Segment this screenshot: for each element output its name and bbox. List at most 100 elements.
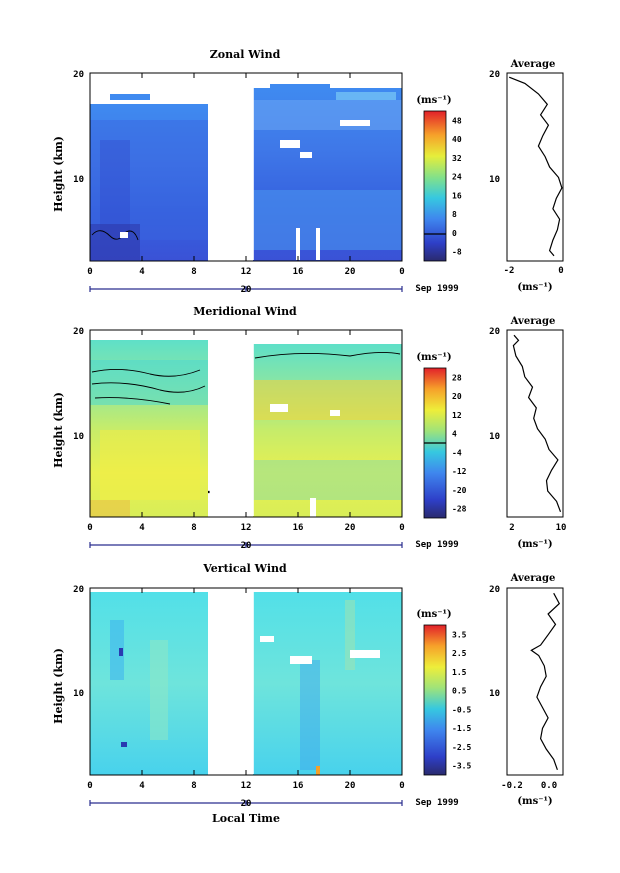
zonal-contour-line [91,230,139,241]
zonal-colorbar-tick-label: 8 [452,210,457,219]
vertical-missing-cell [260,636,274,642]
zonal-xtick-label: 8 [191,267,196,277]
zonal-data-gap [209,74,254,260]
zonal-missing-cell [316,228,320,260]
vertical-avg-xlabel: (ms⁻¹) [517,796,552,807]
vertical-colorbar-tick-label: 1.5 [452,668,467,677]
zonal-title: Zonal Wind [210,48,281,61]
zonal-avg-xtick-label: 0 [558,266,563,276]
zonal-ylabel: Height (km) [52,136,65,212]
zonal-date-axis-ends [89,286,403,292]
meridional-colorbar: (ms⁻¹) 28 20 12 4 -4 -12 -20 -28 [416,352,467,519]
zonal-xaxis: 0 4 8 12 16 20 0 20 Sep 1999 [87,73,459,295]
zonal-colorbar-ticks: 48 40 32 24 16 8 0 -8 [452,116,462,256]
meridional-colorbar-ticks: 28 20 12 4 -4 -12 -20 -28 [452,373,467,513]
zonal-field [90,74,402,261]
meridional-avg-ytick-label: 10 [489,432,500,442]
vertical-avg-ytick-label: 20 [489,585,500,595]
meridional-date-label: Sep 1999 [415,540,458,550]
vertical-panel: Vertical Wind Height (km) 20 10 0 4 8 12 16 2… [52,562,564,825]
zonal-avg-ytick-label: 20 [489,70,500,80]
zonal-ytick-label: 20 [73,70,84,80]
vertical-xtick-label: 0 [87,781,92,791]
vertical-colorbar-ramp [423,624,447,776]
meridional-contour-line [91,369,201,377]
vertical-xtick-label: 4 [139,781,145,791]
vertical-field-downdraft [119,648,123,656]
meridional-colorbar-tick-label: -28 [452,505,467,514]
meridional-colorbar-tick-label: -20 [452,486,467,495]
meridional-colorbar-tick-label: 20 [452,392,462,401]
zonal-average: Average 20 10 -2 0 (ms⁻¹) [489,59,564,293]
vertical-colorbar-tick-label: 3.5 [452,630,467,639]
vertical-colorbar-ticks: 3.5 2.5 1.5 0.5 -0.5 -1.5 -2.5 -3.5 [452,630,471,770]
zonal-avg-ytick-label: 10 [489,175,500,185]
meridional-contour-line [254,351,401,359]
zonal-avg-profile-line [508,76,563,257]
zonal-date-label: Sep 1999 [415,284,458,294]
zonal-missing-cell [280,140,300,148]
zonal-avg-frame [506,72,564,262]
meridional-missing-cell [270,404,288,412]
meridional-xtick-label: 0 [399,523,404,533]
vertical-colorbar-tick-label: 2.5 [452,649,467,658]
vertical-xaxis: 0 4 8 12 16 20 0 20 Sep 1999 [87,588,459,809]
vertical-colorbar-tick-label: -3.5 [452,762,471,771]
meridional-avg-title: Average [510,316,556,327]
zonal-xtick-label: 20 [345,267,356,277]
vertical-avg-title: Average [510,573,556,584]
meridional-missing-cell [310,498,316,517]
meridional-contour-line [94,397,171,405]
vertical-colorbar-tick-label: -1.5 [452,724,471,733]
zonal-xtick-label: 12 [241,267,252,277]
zonal-field-lower [253,190,402,250]
meridional-xtick-label: 12 [241,523,252,533]
vertical-field-streak [110,620,124,680]
zonal-colorbar: (ms⁻¹) 48 40 32 24 16 8 0 -8 [416,95,462,262]
zonal-field-upper [253,100,402,130]
meridional-missing-cell [330,410,340,416]
meridional-colorbar-tick-label: -4 [452,448,462,457]
zonal-colorbar-tick-label: 32 [452,154,462,163]
vertical-colorbar: (ms⁻¹) 3.5 2.5 1.5 0.5 -0.5 -1.5 -2.5 -3.5 [416,609,471,776]
zonal-field-jet [100,140,130,240]
meridional-title: Meridional Wind [193,305,297,318]
meridional-ylabel: Height (km) [52,392,65,468]
vertical-colorbar-tick-label: 0.5 [452,687,467,696]
vertical-ylabel: Height (km) [52,648,65,724]
zonal-missing-cell [120,232,128,238]
meridional-ytick-label: 20 [73,327,84,337]
vertical-colorbar-tick-label: -0.5 [452,705,471,714]
vertical-avg-frame [506,587,564,776]
meridional-field-lower [253,460,402,500]
zonal-xtick-label: 4 [139,267,145,277]
meridional-ytick-label: 10 [73,432,84,442]
meridional-colorbar-unit: (ms⁻¹) [416,352,451,363]
zonal-missing-cell [296,228,300,260]
meridional-xtick-label: 20 [345,523,356,533]
zonal-xtick-label: 16 [293,267,304,277]
zonal-date-tick-label: 20 [241,285,252,295]
vertical-field-left [90,592,208,775]
zonal-colorbar-tick-label: 0 [452,229,457,238]
vertical-average: Average 20 10 -0.2 0.0 (ms⁻¹) [489,573,564,807]
vertical-avg-profile-line [530,592,561,771]
vertical-missing-cell [350,650,380,658]
zonal-sparse-top [110,94,150,100]
meridional-avg-xtick-label: 10 [556,523,567,533]
vertical-missing-cell [290,656,312,664]
zonal-colorbar-tick-label: 40 [452,135,462,144]
meridional-avg-xlabel: (ms⁻¹) [517,539,552,550]
zonal-sparse-top [336,92,396,100]
vertical-data-gap [209,589,254,774]
vertical-ytick-label: 20 [73,585,84,595]
zonal-xtick-label: 0 [87,267,92,277]
zonal-field-shade [90,120,208,240]
meridional-data-gap [209,331,254,516]
zonal-colorbar-ramp [423,110,447,262]
vertical-avg-ytick-label: 10 [489,689,500,699]
zonal-missing-cell [300,152,312,158]
vertical-xtick-label: 8 [191,781,196,791]
vertical-ytick-label: 10 [73,689,84,699]
